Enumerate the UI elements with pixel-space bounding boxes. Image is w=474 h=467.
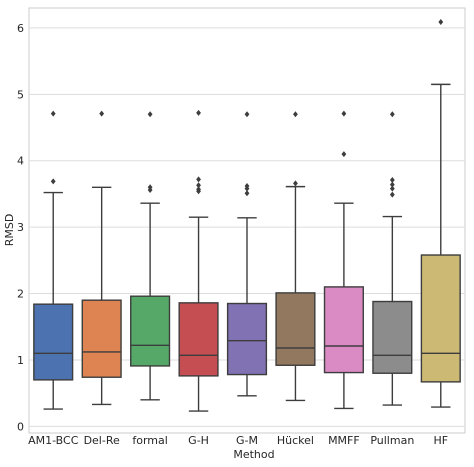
y-tick-label: 0: [17, 420, 24, 433]
outlier-point: [293, 111, 298, 118]
outlier-point: [196, 182, 201, 189]
y-tick-label: 3: [17, 221, 24, 234]
box: [226, 302, 268, 376]
x-tick-label: G-H: [188, 434, 209, 447]
box-group: [420, 18, 461, 408]
outlier-point: [196, 186, 201, 193]
outlier-point: [147, 111, 153, 118]
y-tick-label: 5: [17, 88, 24, 101]
box-group: [323, 110, 364, 410]
outlier-point: [244, 111, 250, 118]
box: [275, 292, 316, 366]
box: [178, 302, 219, 377]
outlier-point: [389, 191, 395, 198]
outlier-point: [50, 110, 56, 117]
y-axis-ticks: 0 1 2 3 4 5 6: [17, 22, 24, 433]
x-axis-ticks: AM1-BCC Del-Re formal G-H G-M Hückel MMFF Pullm…: [28, 434, 448, 447]
y-tick-label: 1: [17, 354, 24, 367]
outlier-point: [389, 176, 395, 183]
outlier-point: [196, 109, 201, 116]
box: [81, 299, 122, 378]
box: [323, 286, 364, 374]
box-group: [275, 111, 316, 402]
outlier-point: [196, 176, 201, 183]
x-tick-label: Del-Re: [84, 434, 120, 447]
x-tick-label: Hückel: [277, 434, 314, 447]
x-tick-label: G-M: [236, 434, 258, 447]
box: [420, 254, 461, 383]
y-tick-label: 2: [17, 288, 24, 301]
box: [33, 303, 74, 381]
outlier-point: [50, 178, 56, 185]
box-group: [178, 109, 219, 412]
box-group: [33, 110, 74, 410]
outlier-point: [389, 111, 395, 118]
outlier-point: [341, 151, 347, 158]
x-tick-label: Pullman: [370, 434, 414, 447]
outlier-point: [341, 110, 347, 117]
box-group: [372, 111, 413, 406]
outlier-point: [389, 181, 395, 188]
box-group: [226, 111, 268, 397]
box: [372, 300, 413, 374]
x-axis-label: Method: [233, 448, 274, 461]
outlier-point: [99, 110, 105, 117]
outlier-point: [293, 180, 298, 187]
y-tick-label: 6: [17, 22, 24, 35]
x-tick-label: formal: [132, 434, 167, 447]
plot-area: [33, 18, 461, 412]
y-axis-label: RMSD: [3, 214, 16, 247]
box-group: [130, 111, 171, 401]
x-tick-label: HF: [433, 434, 448, 447]
outlier-point: [438, 18, 444, 25]
outlier-point: [244, 182, 250, 189]
x-tick-label: AM1-BCC: [28, 434, 79, 447]
outlier-point: [244, 190, 250, 197]
box: [130, 295, 171, 367]
outlier-point: [389, 185, 395, 192]
y-tick-label: 4: [17, 155, 24, 168]
box-group: [81, 110, 122, 406]
outlier-point: [147, 184, 153, 191]
x-tick-label: MMFF: [328, 434, 360, 447]
